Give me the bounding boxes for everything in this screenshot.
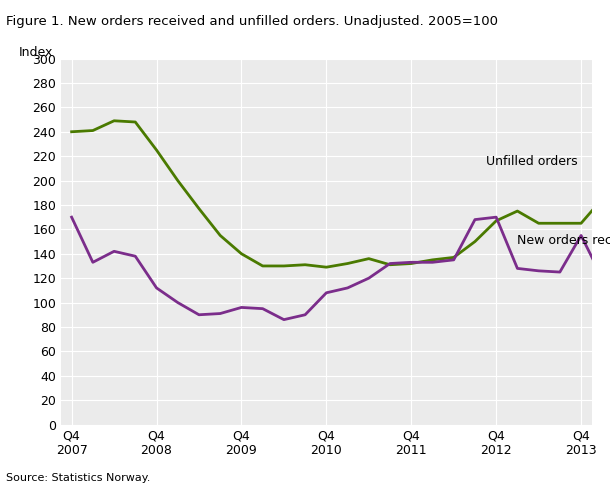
Text: Figure 1. New orders received and unfilled orders. Unadjusted. 2005=100: Figure 1. New orders received and unfill… [6, 15, 498, 28]
Text: New orders received: New orders received [517, 234, 610, 247]
Text: Unfilled orders: Unfilled orders [486, 155, 577, 168]
Text: Source: Statistics Norway.: Source: Statistics Norway. [6, 473, 151, 483]
Text: Index: Index [18, 45, 53, 59]
